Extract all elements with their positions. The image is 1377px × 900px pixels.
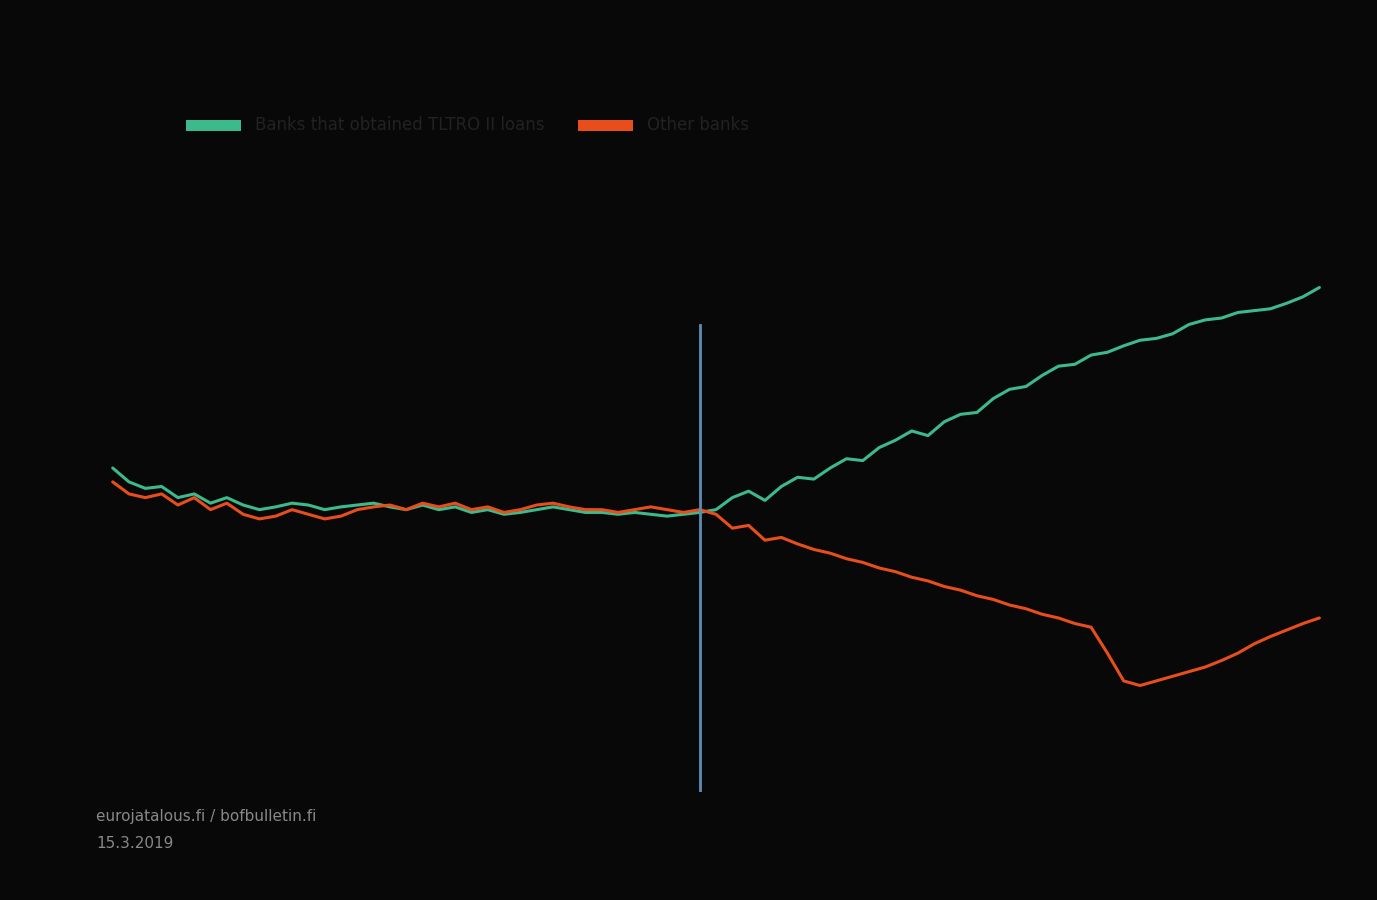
Text: Other banks: Other banks: [647, 116, 749, 134]
Text: eurojatalous.fi / bofbulletin.fi: eurojatalous.fi / bofbulletin.fi: [96, 808, 317, 824]
Text: 15.3.2019: 15.3.2019: [96, 835, 174, 850]
Text: Banks that obtained TLTRO II loans: Banks that obtained TLTRO II loans: [255, 116, 544, 134]
